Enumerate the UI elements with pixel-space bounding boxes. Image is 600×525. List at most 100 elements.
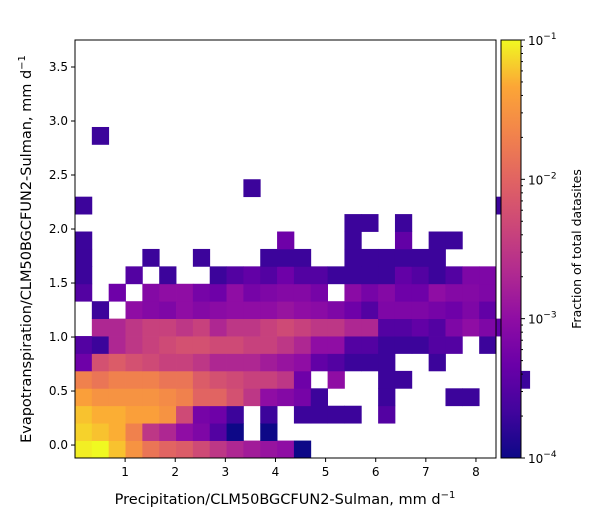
heatmap-cell — [159, 301, 177, 320]
heatmap-cell — [445, 388, 463, 407]
heatmap-cell — [125, 423, 143, 441]
heatmap-cell — [209, 405, 227, 424]
heatmap-cell — [108, 440, 126, 459]
heatmap-cell — [293, 388, 312, 407]
heatmap-cell — [142, 318, 160, 337]
heatmap-cell — [445, 318, 463, 337]
heatmap-cell — [361, 318, 379, 337]
heatmap-cell — [125, 388, 143, 407]
heatmap-cell — [159, 440, 177, 459]
heatmap-cell — [75, 196, 93, 215]
heatmap-cell — [428, 248, 446, 267]
heatmap-cell — [108, 336, 126, 354]
heatmap-cell — [176, 423, 194, 441]
heatmap-cell — [243, 388, 261, 407]
heatmap-cell — [327, 301, 345, 320]
heatmap-cell — [125, 370, 143, 389]
heatmap-cell — [260, 353, 278, 372]
heatmap-cell — [243, 370, 261, 389]
heatmap-cell — [91, 301, 110, 320]
heatmap-cell — [192, 370, 211, 389]
heatmap-cell — [479, 318, 497, 337]
heatmap-cell — [226, 405, 244, 424]
colorbar-tick-label: 10−2 — [528, 171, 557, 187]
heatmap-cell — [428, 353, 446, 372]
heatmap-cell — [445, 336, 463, 354]
heatmap-cell — [277, 318, 295, 337]
heatmap-cell — [394, 248, 413, 267]
heatmap-cell — [277, 370, 295, 389]
heatmap-cell — [192, 405, 211, 424]
heatmap-cell — [260, 440, 278, 459]
heatmap-cell — [209, 301, 227, 320]
heatmap-cell — [176, 388, 194, 407]
heatmap-cell — [159, 405, 177, 424]
heatmap-cell — [277, 440, 295, 459]
heatmap-cell — [142, 301, 160, 320]
heatmap-cell — [108, 423, 126, 441]
heatmap-cell — [479, 336, 497, 354]
heatmap-cell — [192, 301, 211, 320]
heatmap-cell — [428, 301, 446, 320]
heatmap-cell — [277, 248, 295, 267]
heatmap-cell — [125, 301, 143, 320]
heatmap-cell — [361, 248, 379, 267]
heatmap-cell — [260, 301, 278, 320]
heatmap-cell — [411, 336, 430, 354]
heatmap-cell — [192, 440, 211, 459]
heatmap-cell — [226, 266, 244, 285]
heatmap-cell — [445, 266, 463, 285]
heatmap-cell — [378, 336, 396, 354]
heatmap-cell — [243, 336, 261, 354]
heatmap-cell — [361, 214, 379, 232]
heatmap-cell — [310, 283, 328, 302]
heatmap-cell — [293, 318, 312, 337]
heatmap-cell — [75, 423, 93, 441]
x-tick-label: 1 — [121, 465, 129, 479]
heatmap-cell — [142, 370, 160, 389]
heatmap-cell — [243, 179, 261, 198]
heatmap-cell — [243, 353, 261, 372]
heatmap-cell — [91, 405, 110, 424]
heatmap-cell — [159, 423, 177, 441]
heatmap-cell — [479, 266, 497, 285]
heatmap-cell — [428, 318, 446, 337]
y-tick-label: 2.5 — [49, 168, 68, 182]
heatmap-cell — [91, 423, 110, 441]
heatmap-cell — [445, 301, 463, 320]
heatmap-cell — [226, 283, 244, 302]
heatmap-cell — [159, 388, 177, 407]
heatmap-cell — [361, 301, 379, 320]
heatmap-cell — [159, 318, 177, 337]
heatmap-cell — [75, 405, 93, 424]
heatmap-cell — [394, 231, 413, 250]
heatmap-cell — [159, 353, 177, 372]
heatmap-cell — [394, 318, 413, 337]
heatmap-cell — [108, 353, 126, 372]
heatmap-cell — [361, 336, 379, 354]
heatmap-cell — [243, 318, 261, 337]
colorbar-tick-label: 10−4 — [528, 450, 557, 466]
heatmap-cell — [327, 318, 345, 337]
heatmap-cell — [378, 388, 396, 407]
heatmap-cell — [445, 231, 463, 250]
heatmap-cell — [243, 301, 261, 320]
heatmap-cell — [176, 301, 194, 320]
heatmap-cell — [445, 283, 463, 302]
heatmap-cell — [411, 266, 430, 285]
heatmap-cell — [293, 353, 312, 372]
heatmap-cell — [277, 336, 295, 354]
heatmap-cell — [91, 126, 110, 145]
heatmap-cell — [226, 301, 244, 320]
heatmap-cell — [125, 266, 143, 285]
heatmap-cell — [108, 388, 126, 407]
heatmap-cell — [192, 388, 211, 407]
heatmap-cell — [142, 405, 160, 424]
heatmap-cell — [91, 440, 110, 459]
heatmap-cell — [176, 405, 194, 424]
heatmap-cell — [91, 388, 110, 407]
heatmap-cell — [108, 405, 126, 424]
heatmap-cell — [226, 423, 244, 441]
heatmap-cell — [75, 353, 93, 372]
